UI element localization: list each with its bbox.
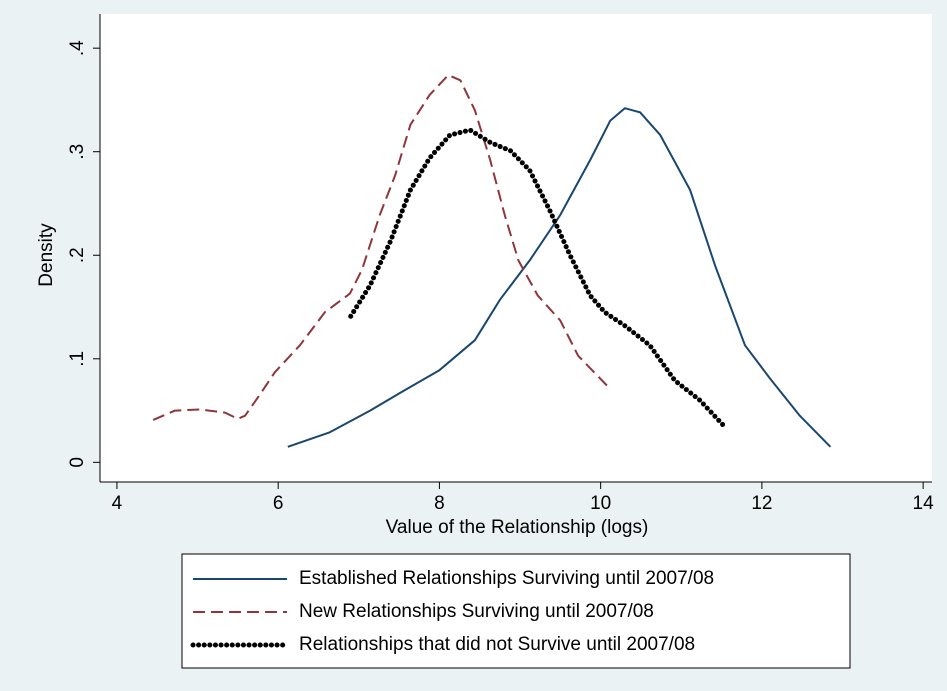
- x-tick-label: 10: [590, 493, 611, 514]
- x-tick-label: 6: [273, 493, 284, 514]
- x-tick-label: 12: [751, 493, 772, 514]
- legend-label: Established Relationships Surviving unti…: [299, 568, 714, 589]
- y-tick-label: 0: [67, 457, 88, 468]
- y-tick-label: .1: [67, 351, 88, 367]
- density-line: [348, 127, 726, 428]
- x-tick-label: 8: [434, 493, 445, 514]
- y-axis-title: Density: [36, 223, 57, 287]
- y-tick-label: .3: [67, 144, 88, 160]
- density-line: [152, 74, 608, 421]
- y-tick-label: .2: [67, 247, 88, 263]
- x-tick-label: 14: [913, 493, 935, 514]
- x-tick-label: 4: [112, 493, 123, 514]
- density-line: [287, 107, 832, 448]
- plot-area: [100, 14, 932, 482]
- legend-label: New Relationships Surviving until 2007/0…: [299, 601, 654, 622]
- legend: [181, 553, 851, 669]
- x-axis-title: Value of the Relationship (logs): [386, 517, 649, 538]
- legend-label: Relationships that did not Survive until…: [299, 634, 695, 655]
- y-tick-label: .4: [67, 40, 88, 56]
